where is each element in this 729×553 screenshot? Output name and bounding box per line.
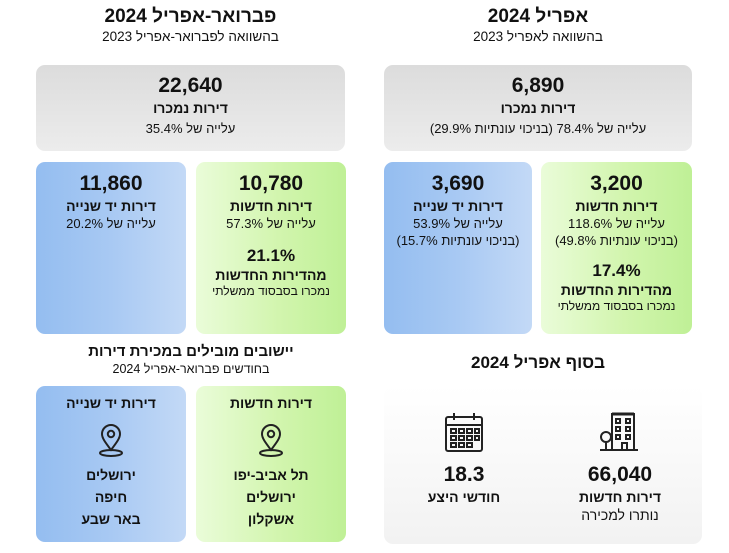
leading-new-city-2: ירושלים xyxy=(246,489,296,505)
feb-apr-sold-change: עלייה של 35.4% xyxy=(145,121,236,136)
april-new-subsidy-note: נמכרו בסבסוד ממשלתי xyxy=(557,299,676,313)
unsold-apartments-stat: 66,040 דירות חדשות נותרו למכירה xyxy=(560,410,680,524)
feb-apr-sold-value: 22,640 xyxy=(158,74,223,97)
april-new-value: 3,200 xyxy=(590,172,643,195)
feb-apr-new-card: 10,780 דירות חדשות עלייה של 57.3% 21.1% … xyxy=(196,162,346,334)
feb-apr-new-value: 10,780 xyxy=(238,172,304,195)
feb-apr-second-hand-change: עלייה של 20.2% xyxy=(66,216,156,231)
location-pin-icon xyxy=(255,422,287,458)
feb-apr-sold-label: דירות נמכרו xyxy=(153,100,228,116)
leading-second-hand-city-2: חיפה xyxy=(94,489,128,505)
feb-apr-new-subsidy-pct: 21.1% xyxy=(246,246,296,265)
feb-apr-second-hand-label: דירות יד שנייה xyxy=(66,198,156,214)
leading-cities-subtitle: בחודשים פברואר-אפריל 2024 xyxy=(112,362,270,376)
leading-new-city-3: אשקלון xyxy=(247,511,295,527)
feb-apr-second-hand-value: 11,860 xyxy=(79,172,143,195)
leading-cities-title: יישובים מובילים במכירת דירות xyxy=(88,343,294,360)
april-new-change-seasonal: (בניכוי עונתיות 49.8%) xyxy=(554,233,679,248)
april-new-subsidy-label: מהדירות החדשות xyxy=(560,282,673,298)
april-new-card: 3,200 דירות חדשות עלייה של 118.6% (בניכו… xyxy=(541,162,692,334)
feb-apr-new-change: עלייה של 57.3% xyxy=(226,216,316,231)
unsold-apartments-value: 66,040 xyxy=(587,463,653,486)
end-april-title: בסוף אפריל 2024 xyxy=(471,353,605,372)
feb-apr-new-label: דירות חדשות xyxy=(229,198,313,214)
april-title: אפריל 2024 xyxy=(487,6,589,27)
april-subtitle: בהשוואה לאפריל 2023 xyxy=(473,29,603,44)
april-second-hand-label: דירות יד שנייה xyxy=(413,198,503,214)
feb-apr-header: פברואר-אפריל 2024 בהשוואה לפברואר-אפריל … xyxy=(36,6,345,46)
calendar-icon xyxy=(442,410,486,454)
supply-months-value: 18.3 xyxy=(443,463,485,486)
april-new-change: עלייה של 118.6% xyxy=(568,216,665,231)
leading-second-hand-city-1: ירושלים xyxy=(86,467,136,483)
leading-new-label: דירות חדשות xyxy=(229,395,313,411)
leading-second-hand-label: דירות יד שנייה xyxy=(66,395,156,411)
april-second-hand-card: 3,690 דירות יד שנייה עלייה של 53.9% (בני… xyxy=(384,162,532,334)
location-pin-icon xyxy=(95,422,127,458)
april-sold-value: 6,890 xyxy=(511,74,565,97)
feb-apr-second-hand-card: 11,860 דירות יד שנייה עלייה של 20.2% xyxy=(36,162,186,334)
april-sold-change: עלייה של 78.4% (בניכוי עונתיות 29.9%) xyxy=(429,121,647,136)
leading-new-city-1: תל אביב-יפו xyxy=(233,467,309,483)
april-header: אפריל 2024 בהשוואה לאפריל 2023 xyxy=(384,6,692,46)
april-sold-label: דירות נמכרו xyxy=(500,100,576,116)
april-second-hand-change: עלייה של 53.9% xyxy=(413,216,503,231)
leading-cities-header: יישובים מובילים במכירת דירות בחודשים פבר… xyxy=(36,342,346,378)
feb-apr-title: פברואר-אפריל 2024 xyxy=(104,6,277,27)
supply-months-label: חודשי היצע xyxy=(427,489,501,505)
unsold-apartments-label1: דירות חדשות xyxy=(578,489,662,505)
supply-months-stat: 18.3 חודשי היצע xyxy=(394,410,534,506)
feb-apr-sold-card: 22,640 דירות נמכרו עלייה של 35.4% xyxy=(36,65,345,151)
feb-apr-new-subsidy-note: נמכרו בסבסוד ממשלתי xyxy=(212,284,330,298)
unsold-apartments-label2: נותרו למכירה xyxy=(581,507,659,523)
leading-second-hand-card: דירות יד שנייה ירושלים חיפה באר שבע xyxy=(36,386,186,542)
april-new-subsidy-pct: 17.4% xyxy=(592,261,641,280)
end-april-header: בסוף אפריל 2024 xyxy=(384,352,692,374)
april-sold-card: 6,890 דירות נמכרו עלייה של 78.4% (בניכוי… xyxy=(384,65,692,151)
end-april-card: 66,040 דירות חדשות נותרו למכירה 18.3 חוד… xyxy=(384,386,702,544)
april-second-hand-change-seasonal: (בניכוי עונתיות 15.7%) xyxy=(396,233,520,248)
leading-new-card: דירות חדשות תל אביב-יפו ירושלים אשקלון xyxy=(196,386,346,542)
building-icon xyxy=(598,410,642,454)
feb-apr-new-subsidy-label: מהדירות החדשות xyxy=(215,267,327,283)
feb-apr-subtitle: בהשוואה לפברואר-אפריל 2023 xyxy=(102,29,279,44)
april-second-hand-value: 3,690 xyxy=(431,172,485,195)
april-new-label: דירות חדשות xyxy=(575,198,658,214)
leading-second-hand-city-3: באר שבע xyxy=(81,511,141,527)
